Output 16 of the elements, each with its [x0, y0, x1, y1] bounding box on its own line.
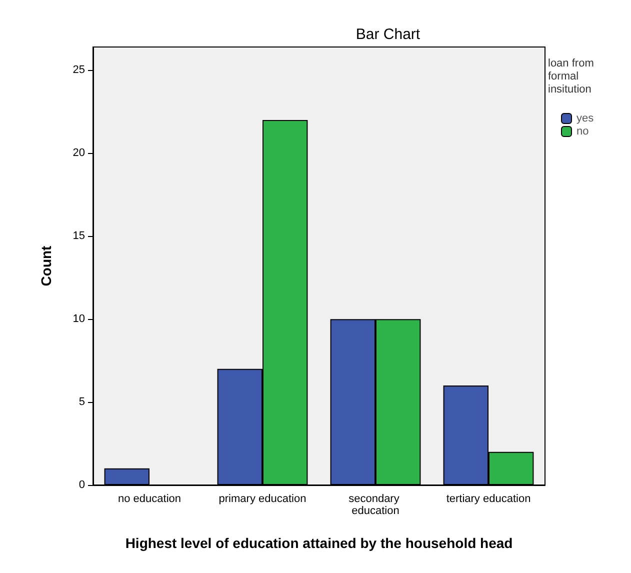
y-tick-label: 10: [72, 313, 85, 326]
y-tick-label: 5: [78, 396, 85, 408]
x-axis-title: Highest level of education attained by the household head: [125, 535, 513, 551]
legend-label: no: [576, 126, 589, 138]
y-tick-label: 20: [72, 147, 85, 160]
x-tick-label: tertiary education: [446, 493, 531, 505]
y-tick-label: 25: [72, 64, 85, 76]
legend-title: loan from formal insitution: [548, 58, 597, 96]
y-tick-label: 15: [72, 230, 85, 242]
x-tick-label: secondary education: [348, 493, 402, 517]
legend-label: yes: [576, 112, 594, 124]
x-tick-label: primary education: [218, 493, 306, 505]
chart-title: Bar Chart: [356, 26, 421, 43]
y-tick-label: 0: [78, 479, 85, 491]
x-tick-label: no education: [118, 493, 181, 505]
y-axis-title: Count: [38, 245, 54, 286]
